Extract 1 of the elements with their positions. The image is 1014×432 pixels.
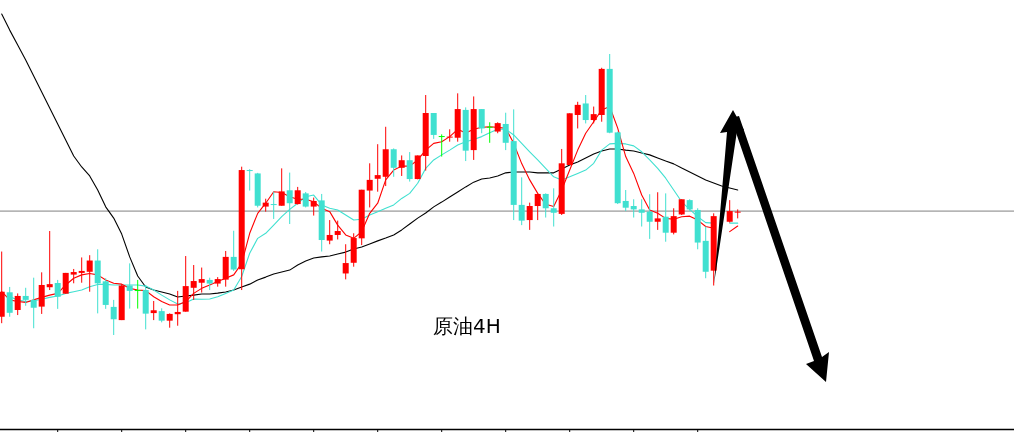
annotation: 原油4H bbox=[433, 314, 501, 338]
